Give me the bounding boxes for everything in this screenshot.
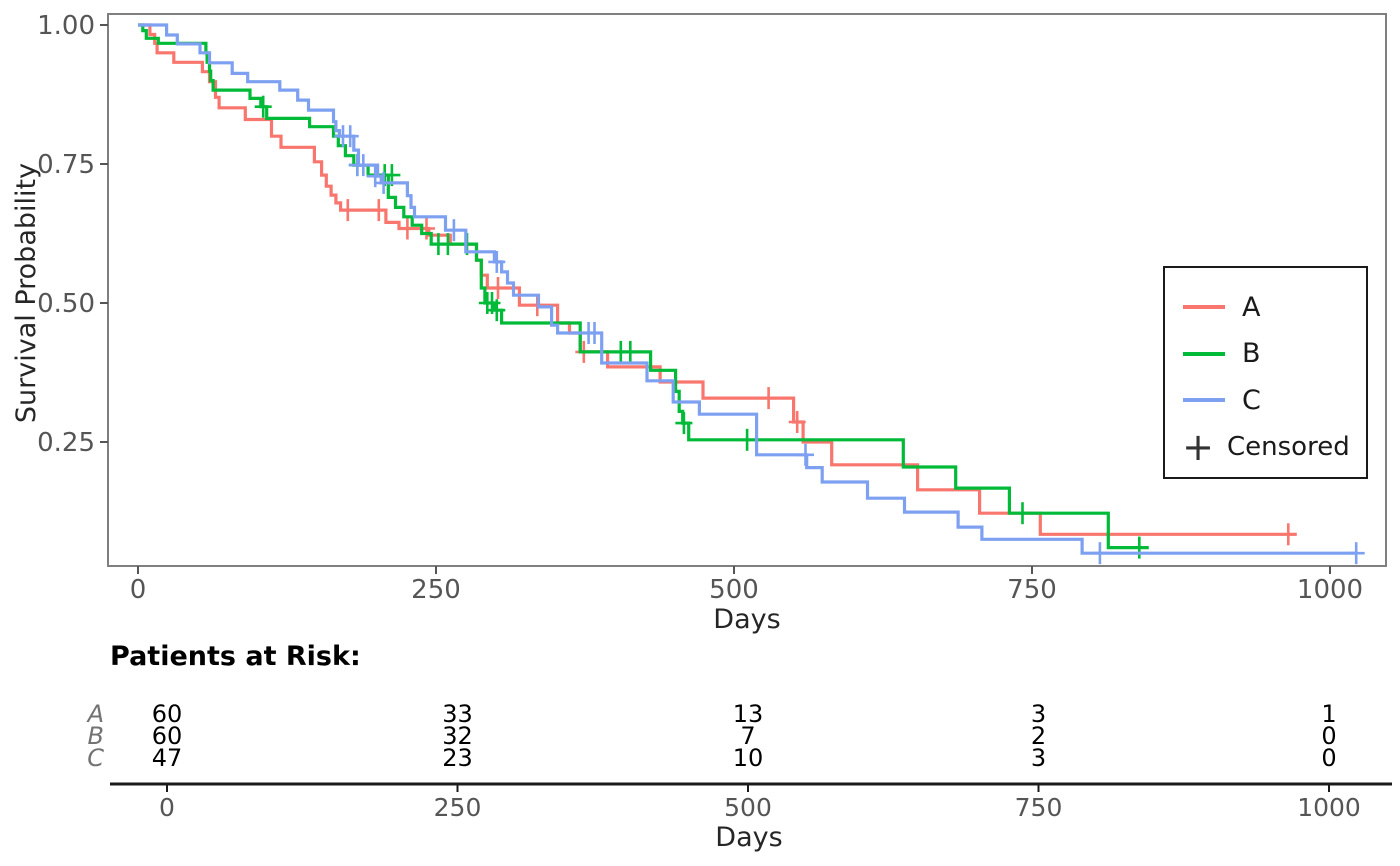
x-tick-label: 0 <box>130 575 147 605</box>
x-tick-label: 1000 <box>1297 575 1363 605</box>
risk-count: 10 <box>733 744 764 772</box>
risk-axis-tick-label: 1000 <box>1297 793 1361 822</box>
legend-censored-label: Censored <box>1227 432 1350 462</box>
risk-table-x-axis-label: Days <box>715 822 783 853</box>
risk-count: 0 <box>1321 722 1336 750</box>
risk-count: 60 <box>152 700 183 728</box>
y-tick-label: 0.25 <box>37 428 95 458</box>
risk-axis-tick-label: 500 <box>724 793 772 822</box>
risk-count: 7 <box>740 722 755 750</box>
risk-table-title: Patients at Risk: <box>110 641 361 672</box>
risk-count: 23 <box>442 744 473 772</box>
y-tick-label: 1.00 <box>37 11 95 41</box>
legend-line-swatch <box>1183 351 1225 356</box>
x-tick-label: 500 <box>709 575 759 605</box>
risk-count: 3 <box>1031 744 1046 772</box>
x-tick-label: 750 <box>1007 575 1057 605</box>
survival-curve-A <box>138 23 1297 536</box>
y-axis-label: Survival Probability <box>11 162 42 424</box>
risk-count: 3 <box>1031 700 1046 728</box>
censored-plus-icon: + <box>1182 425 1214 469</box>
legend-entry-label: C <box>1242 384 1261 416</box>
legend-entry-C: C <box>1165 379 1366 421</box>
risk-row-label: C <box>87 744 104 772</box>
risk-axis-tick-label: 750 <box>1015 793 1063 822</box>
legend-line-swatch <box>1183 305 1225 309</box>
risk-count: 13 <box>733 700 764 728</box>
risk-count: 47 <box>152 744 183 772</box>
legend-entry-A: A <box>1165 286 1366 328</box>
survival-curve-B <box>138 23 1149 550</box>
y-tick-label: 0.75 <box>37 150 95 180</box>
risk-row-label: A <box>86 700 104 728</box>
risk-count: 32 <box>442 722 473 750</box>
legend-line-swatch <box>1183 398 1225 402</box>
plot-panel-border <box>107 13 1387 567</box>
risk-count: 60 <box>152 722 183 750</box>
legend-entry-label: A <box>1242 291 1261 323</box>
risk-count: 2 <box>1031 722 1046 750</box>
risk-row-label: B <box>88 722 104 750</box>
risk-axis-tick-label: 0 <box>159 793 175 822</box>
risk-count: 1 <box>1321 700 1336 728</box>
x-tick-label: 250 <box>411 575 461 605</box>
x-axis-label: Days <box>713 604 781 635</box>
risk-axis-tick-label: 250 <box>434 793 482 822</box>
y-tick-label: 0.50 <box>37 289 95 319</box>
legend-entry-censored: + Censored <box>1165 426 1366 468</box>
legend-entry-label: B <box>1242 338 1261 369</box>
legend-entry-B: B <box>1165 333 1366 375</box>
risk-count: 0 <box>1321 744 1336 772</box>
risk-count: 33 <box>442 700 473 728</box>
